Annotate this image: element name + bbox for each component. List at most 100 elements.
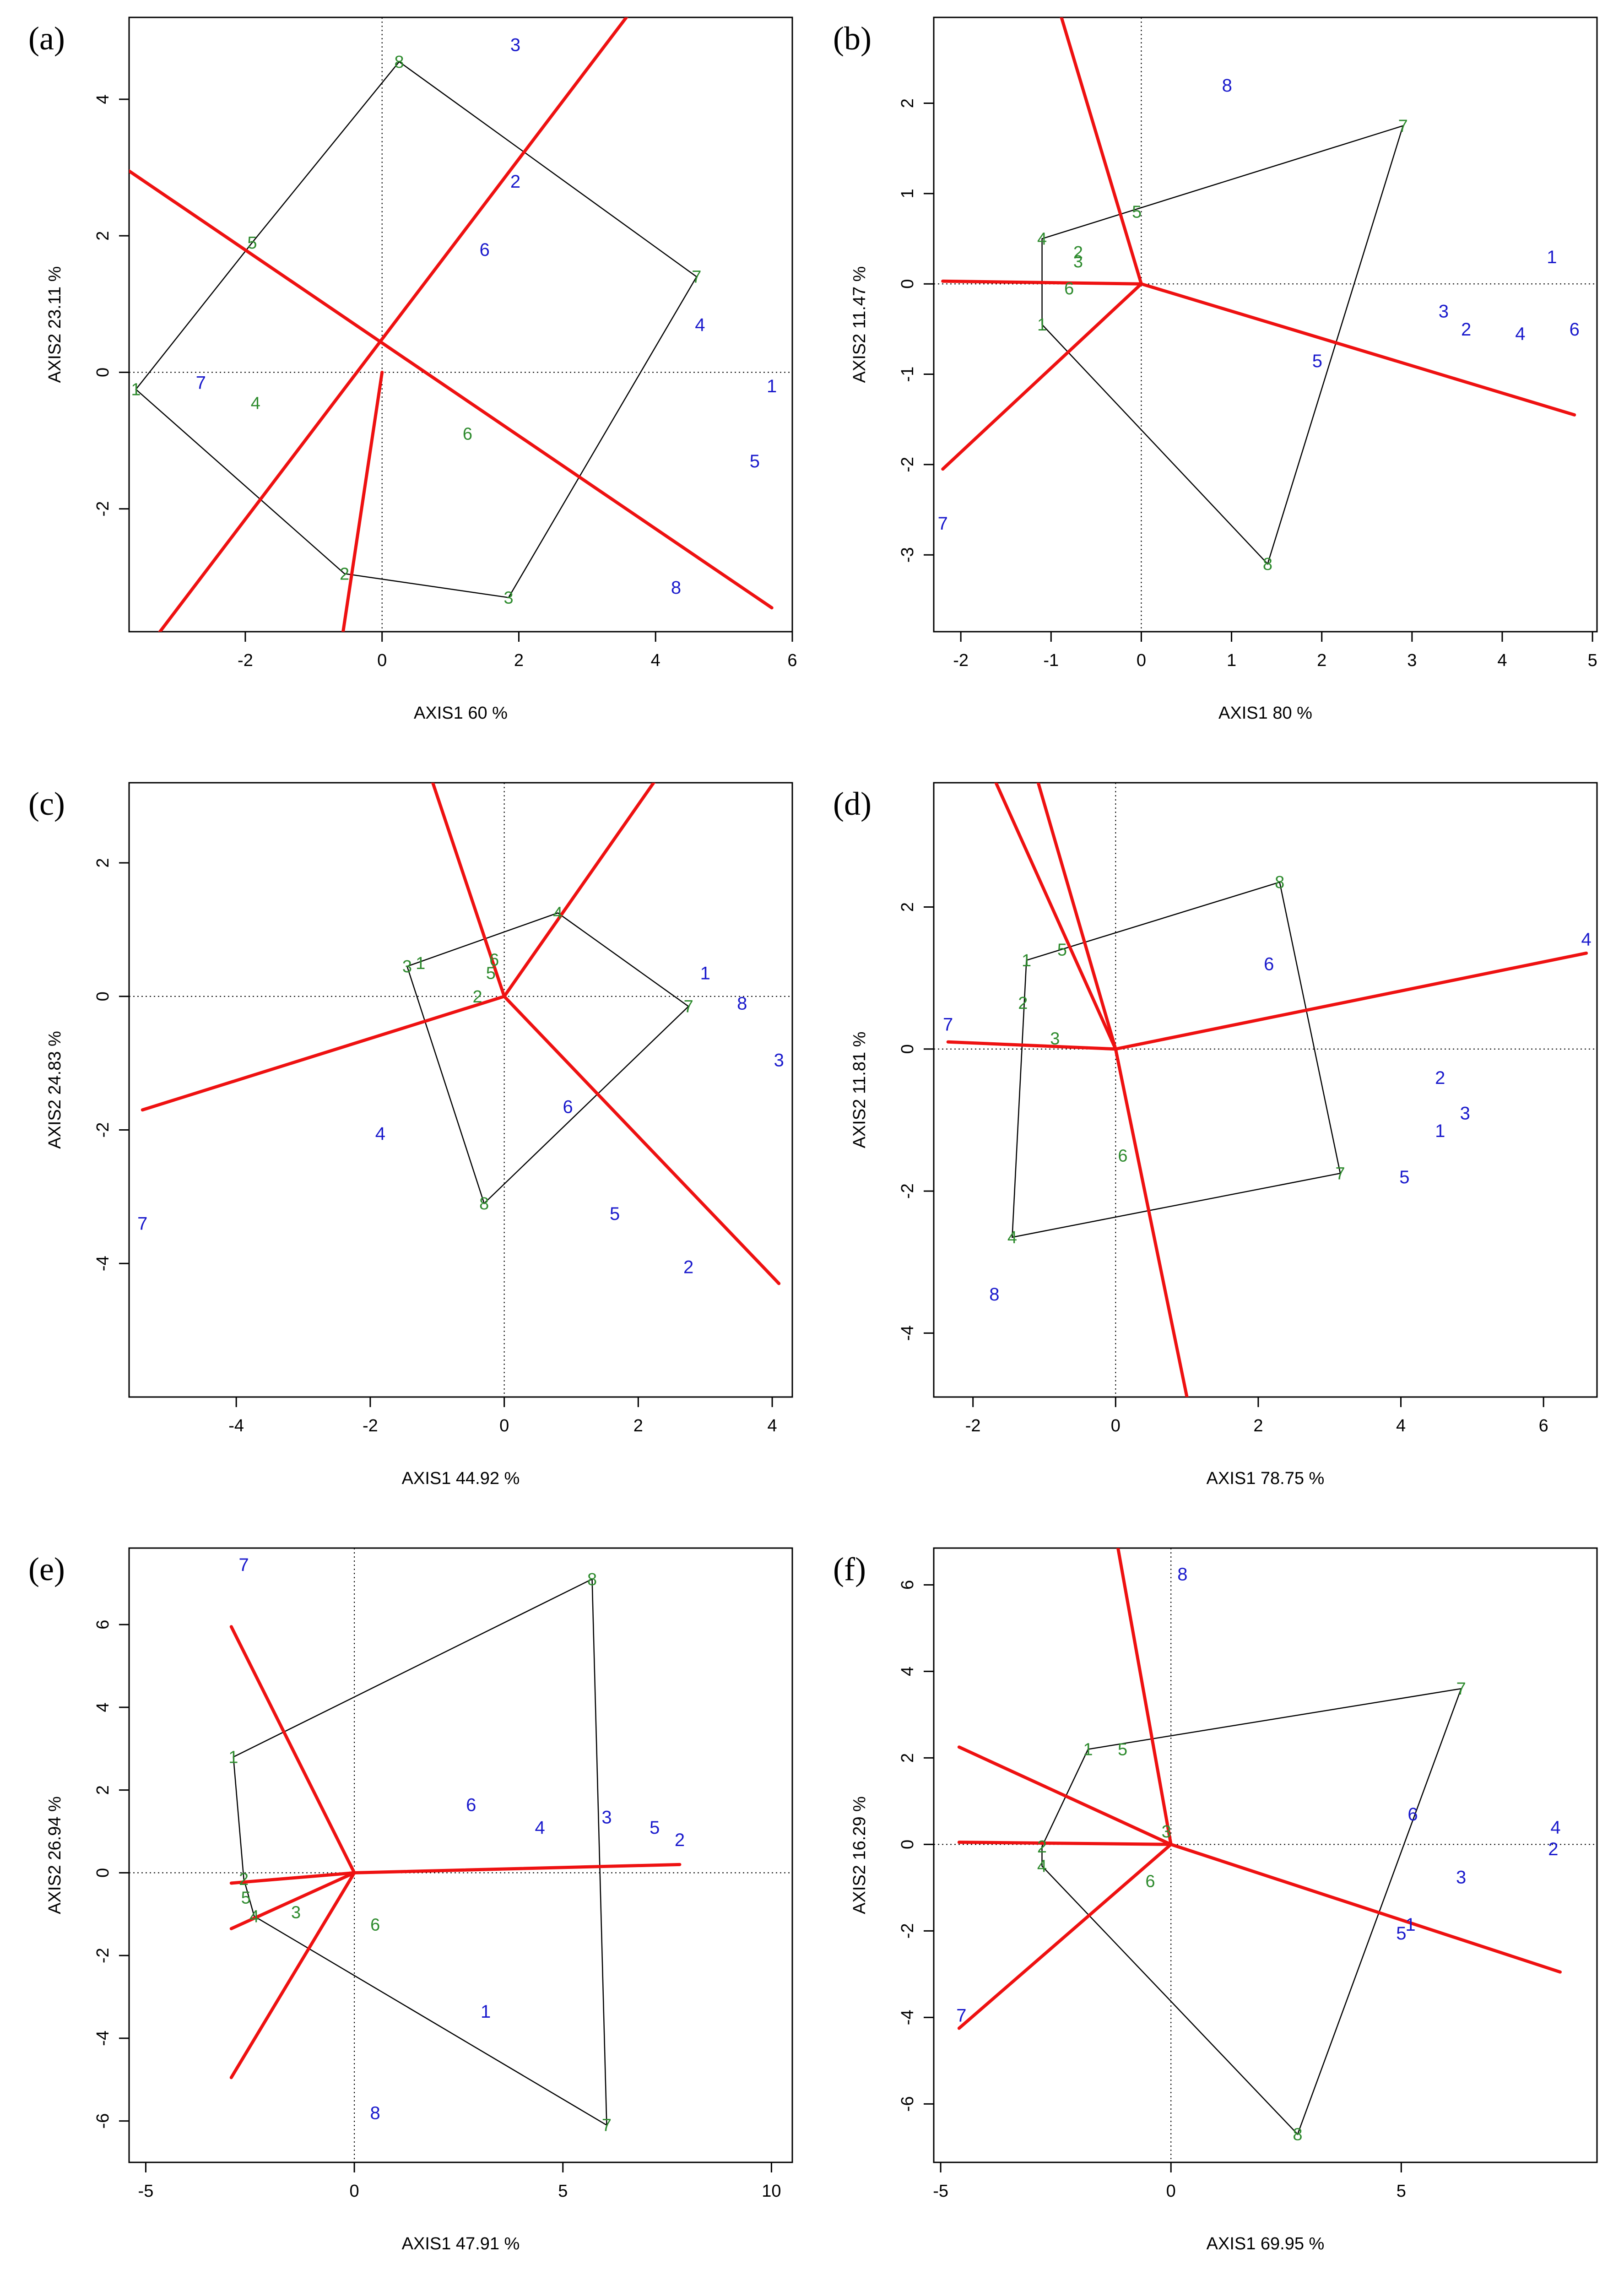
sector-vector-line [129, 169, 774, 610]
y-tick-label: 0 [93, 991, 113, 1001]
x-tick-label: 5 [558, 2182, 568, 2201]
sector-vector-line [946, 1040, 1117, 1051]
genotype-label: 1 [1435, 1121, 1445, 1141]
plot-frame [933, 782, 1598, 1398]
environment-label: 8 [394, 53, 404, 72]
genotype-label: 8 [737, 993, 747, 1013]
panel-label: (e) [28, 1551, 65, 1587]
x-axis-title: AXIS1 78.75 % [1207, 1469, 1325, 1488]
environment-label: 1 [416, 954, 425, 973]
y-tick-label: -2 [93, 501, 113, 517]
convex-hull [233, 1578, 607, 2126]
environment-label: 7 [684, 997, 693, 1017]
environment-label: 5 [1118, 1740, 1127, 1759]
sector-vector-line [957, 1841, 1173, 1846]
y-axis-title: AXIS2 11.81 % [850, 1032, 869, 1148]
sector-vector-line [229, 1871, 356, 2080]
sector-vector-line [229, 1871, 356, 1885]
panel-label: (a) [28, 20, 65, 57]
panel-label: (d) [833, 785, 872, 822]
genotype-label: 8 [370, 2103, 380, 2123]
genotype-label: 6 [1407, 1804, 1418, 1825]
environment-label: 6 [463, 425, 472, 444]
chart-panel: 1 2 3 4 5 6 7 8 1 2 3 4 5 6 7 8 -2 0 2 4 6 -2 0 2 4 AXIS1 60 % AXI… [28, 16, 797, 723]
y-axis-title: AXIS2 26.94 % [45, 1796, 65, 1914]
sector-vector-line [957, 1842, 1173, 2030]
y-tick-label: 2 [93, 858, 113, 867]
sector-vector-line [431, 783, 506, 998]
x-tick-label: 2 [633, 1416, 643, 1435]
convex-hull [1041, 1688, 1462, 2135]
environment-label: 4 [1037, 230, 1047, 249]
environment-label: 6 [489, 951, 499, 970]
genotype-label: 2 [1435, 1068, 1445, 1088]
environment-label: 8 [587, 1570, 597, 1589]
genotype-label: 5 [1312, 351, 1322, 371]
x-tick-label: -2 [965, 1416, 981, 1435]
environment-label: 1 [1022, 951, 1031, 970]
environment-label: 2 [473, 987, 482, 1007]
genotype-label: 5 [610, 1204, 620, 1224]
genotype-label: 6 [466, 1795, 476, 1815]
y-tick-label: -2 [898, 1923, 917, 1939]
environment-label: 1 [1083, 1740, 1093, 1759]
y-tick-label: -4 [898, 1325, 917, 1341]
environment-label: 5 [1057, 941, 1067, 960]
x-tick-label: 4 [651, 651, 660, 670]
x-tick-label: -1 [1043, 651, 1059, 670]
plot-frame [933, 1547, 1598, 2163]
panel-label: (f) [833, 1551, 866, 1587]
sector-vector-line [941, 279, 1143, 286]
sector-vector-line [941, 282, 1143, 471]
environment-label: 7 [1398, 117, 1408, 136]
genotype-label: 4 [1550, 1818, 1560, 1838]
y-tick-label: 1 [898, 189, 917, 198]
y-tick-label: 2 [898, 902, 917, 912]
genotype-label: 4 [1515, 324, 1525, 344]
sector-vector-line [1036, 783, 1117, 1051]
environment-label: 5 [241, 1889, 251, 1908]
genotype-label: 3 [1439, 301, 1449, 321]
convex-hull [406, 912, 690, 1205]
environment-label: 5 [247, 233, 257, 253]
environment-label: 4 [251, 394, 260, 413]
genotype-label: 1 [481, 2002, 491, 2022]
y-tick-label: -1 [898, 367, 917, 382]
genotype-label: 1 [1405, 1915, 1415, 1935]
genotype-label: 2 [683, 1257, 693, 1278]
genotype-label: 1 [1547, 247, 1557, 267]
environment-label: 3 [291, 1903, 301, 1922]
x-tick-label: 10 [762, 2182, 781, 2201]
environment-label: 3 [1162, 1822, 1171, 1841]
x-tick-label: 0 [1137, 651, 1146, 670]
sector-vector-line [1114, 1047, 1189, 1397]
x-tick-label: 0 [1166, 2182, 1176, 2201]
environment-label: 2 [1073, 243, 1083, 262]
convex-hull [135, 61, 698, 598]
x-tick-label: 5 [1588, 651, 1597, 670]
x-axis-title: AXIS1 44.92 % [402, 1469, 520, 1488]
environment-label: 3 [1073, 252, 1083, 271]
genotype-label: 3 [774, 1050, 784, 1070]
y-tick-label: 4 [93, 1702, 113, 1712]
y-tick-label: -2 [898, 1183, 917, 1199]
y-tick-label: -4 [93, 2031, 113, 2046]
genotype-label: 1 [767, 376, 777, 396]
x-tick-label: 3 [1407, 651, 1417, 670]
environment-label: 1 [228, 1748, 238, 1767]
panel-label: (c) [28, 785, 65, 822]
plot-frame [128, 16, 793, 633]
genotype-label: 7 [943, 1014, 953, 1034]
environment-label: 7 [1336, 1164, 1345, 1183]
genotype-label: 5 [650, 1818, 660, 1838]
genotype-label: 5 [750, 451, 760, 471]
genotype-label: 4 [1581, 929, 1592, 949]
y-tick-label: -4 [93, 1256, 113, 1271]
x-tick-label: -2 [238, 651, 253, 670]
environment-label: 1 [131, 380, 141, 400]
y-tick-label: 2 [93, 231, 113, 241]
y-axis-title: AXIS2 23.11 % [45, 266, 65, 383]
